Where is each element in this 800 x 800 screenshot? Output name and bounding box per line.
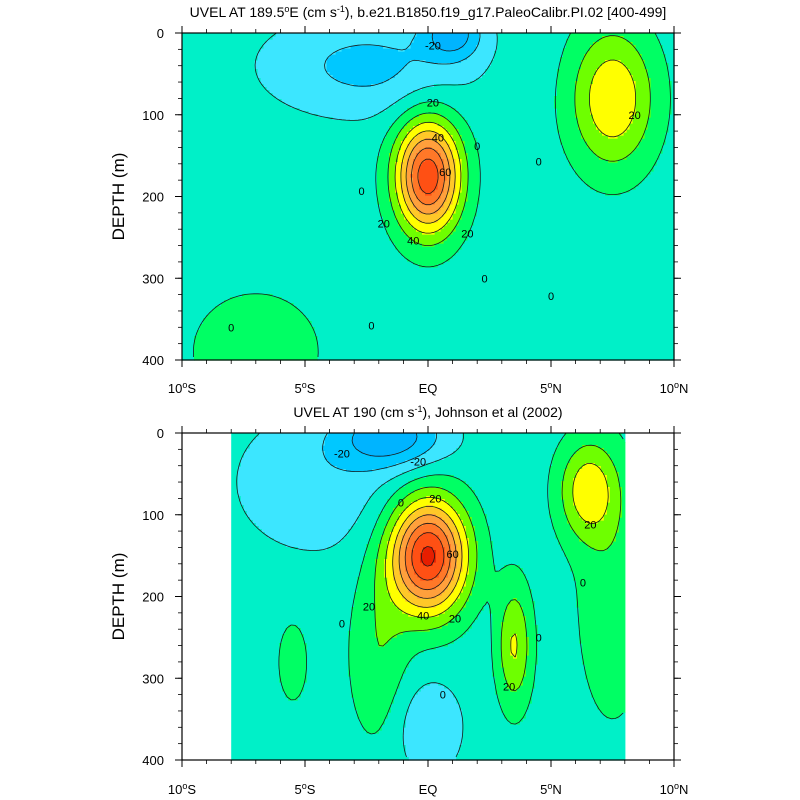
- fill-band--20: [237, 433, 463, 761]
- contour-label: 40: [407, 236, 419, 248]
- fill-band--30: [326, 33, 480, 88]
- contour-line-0: [278, 432, 624, 735]
- x-tick-label: 5oN: [540, 380, 562, 396]
- x-tick-label: 10oN: [660, 781, 689, 797]
- x-tick-label: 10oS: [168, 380, 196, 396]
- contour-label: 60: [439, 167, 451, 179]
- contour-line-60: [411, 532, 445, 581]
- contour-line-70: [421, 546, 435, 567]
- fill-band--10: [231, 433, 626, 761]
- contour-line-60: [417, 158, 439, 194]
- contour-line--20: [322, 432, 437, 472]
- contour-label: 0: [228, 322, 234, 334]
- fill-band-20: [384, 463, 610, 659]
- contour-label: 0: [398, 497, 404, 509]
- contour-label: 20: [503, 681, 515, 693]
- fill-band--20: [254, 33, 498, 121]
- contour-label: 0: [339, 618, 345, 630]
- contour-line-50: [404, 522, 451, 591]
- y-tick-label: 200: [142, 190, 164, 205]
- contour-line-10: [387, 35, 651, 246]
- contour-line--30: [431, 32, 469, 52]
- contour-line-40: [405, 138, 451, 215]
- y-axis-label: DEPTH (m): [109, 553, 128, 641]
- contour-label: 20: [461, 228, 473, 240]
- x-tick-label: EQ: [419, 782, 438, 797]
- contour-line-20: [394, 59, 636, 234]
- contour-label: 20: [427, 97, 439, 109]
- contour-panel-1: -20204060002002040200000010020030040010o…: [109, 4, 688, 396]
- contour-label: 60: [446, 549, 458, 561]
- y-tick-label: 0: [157, 426, 164, 441]
- x-tick-label: 10oN: [660, 380, 689, 396]
- contour-label: 0: [536, 632, 542, 644]
- y-tick-label: 100: [142, 508, 164, 523]
- contour-label: 0: [368, 321, 374, 333]
- contour-label: -20: [334, 448, 350, 460]
- contour-line-10: [374, 444, 622, 692]
- y-tick-label: 200: [142, 590, 164, 605]
- contour-label: -20: [410, 457, 426, 469]
- contour-label: -20: [425, 40, 441, 52]
- contour-label: 0: [580, 578, 586, 590]
- contour-label: 20: [629, 110, 641, 122]
- x-tick-label: 5oN: [540, 781, 562, 797]
- x-tick-label: EQ: [419, 381, 438, 396]
- contour-line-30: [392, 506, 463, 608]
- y-tick-label: 100: [142, 108, 164, 123]
- contour-line-30: [400, 130, 456, 224]
- fill-band-0: [279, 433, 626, 734]
- contour-line-20: [384, 463, 609, 658]
- chart-title: UVEL AT 190 (cm s-1), Johnson et al (200…: [293, 404, 562, 420]
- fill-band-50: [410, 147, 447, 205]
- y-tick-label: 300: [142, 271, 164, 286]
- contour-label: 40: [417, 610, 429, 622]
- y-tick-label: 400: [142, 353, 164, 368]
- contour-label: 20: [363, 601, 375, 613]
- contour-line--30: [351, 432, 418, 457]
- contour-line--10: [236, 432, 464, 758]
- contour-line--10: [254, 32, 498, 121]
- fill-band--30: [431, 33, 468, 52]
- x-tick-label: 5oS: [295, 380, 316, 396]
- contour-label: 0: [440, 690, 446, 702]
- contour-label: 20: [378, 218, 390, 230]
- contour-line-50: [411, 147, 445, 206]
- fill-band-60: [411, 532, 445, 581]
- contour-label: 0: [474, 141, 480, 153]
- contour-label: 20: [584, 520, 596, 532]
- fill-band-0: [194, 33, 672, 361]
- x-tick-label: 5oS: [295, 781, 316, 797]
- contour-label: 20: [449, 614, 461, 626]
- contour-label: 0: [548, 291, 554, 303]
- contour-line-0: [193, 32, 671, 358]
- contour-line--20: [324, 32, 481, 87]
- fill-band--10: [182, 33, 675, 361]
- contour-label: 0: [359, 186, 365, 198]
- contour-label: 0: [536, 156, 542, 168]
- fill-band-60: [419, 159, 438, 196]
- chart-title: UVEL AT 189.5oE (cm s-1), b.e21.B1850.f1…: [190, 4, 667, 20]
- fill-band-70: [420, 547, 436, 566]
- y-tick-label: 400: [142, 753, 164, 768]
- y-axis-label: DEPTH (m): [109, 153, 128, 241]
- contour-label: 0: [482, 273, 488, 285]
- x-tick-label: 10oS: [168, 781, 196, 797]
- y-tick-label: 0: [157, 26, 164, 41]
- contour-label: 40: [432, 133, 444, 145]
- fill-band-10: [389, 36, 651, 247]
- contour-line-40: [398, 514, 457, 599]
- contour-label: 20: [429, 493, 441, 505]
- y-tick-label: 300: [142, 671, 164, 686]
- fill-band--30: [321, 433, 436, 473]
